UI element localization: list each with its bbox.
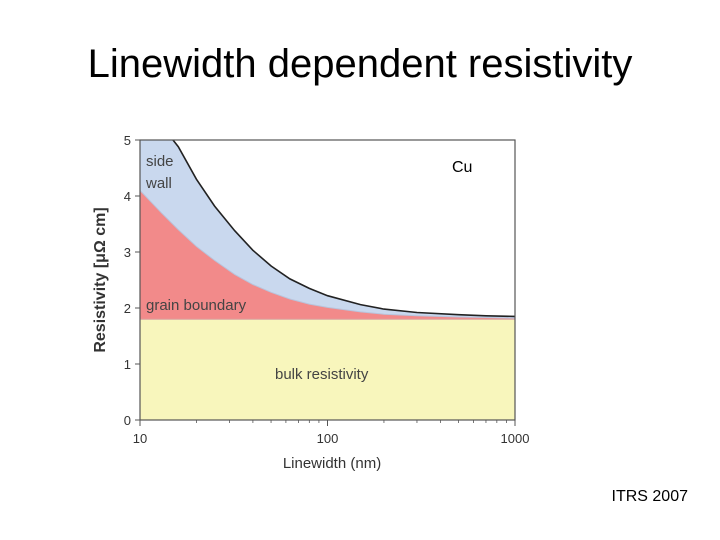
x-tick-label: 100 <box>317 431 339 446</box>
resistivity-chart: 0 1 2 3 4 5 10 100 1000 side wall grain boundary bul… <box>80 118 550 488</box>
y-tick-label: 4 <box>124 189 131 204</box>
y-tick-label: 5 <box>124 133 131 148</box>
side-wall-label-line1: side <box>146 153 174 170</box>
y-tick-label: 1 <box>124 357 131 372</box>
x-tick-label: 1000 <box>501 431 530 446</box>
slide-title: Linewidth dependent resistivity <box>87 42 633 86</box>
y-axis-label: Resistivity [μΩ cm] <box>92 207 109 352</box>
bulk-resistivity-region <box>140 319 515 420</box>
side-wall-label-line2: wall <box>145 175 172 192</box>
annotation-cu: Cu <box>452 159 472 176</box>
y-tick-label: 2 <box>124 301 131 316</box>
x-tick-label: 10 <box>133 431 147 446</box>
source-citation: ITRS 2007 <box>611 488 688 505</box>
x-axis-label: Linewidth (nm) <box>283 455 381 472</box>
y-tick-label: 0 <box>124 413 131 428</box>
y-tick-label: 3 <box>124 245 131 260</box>
grain-boundary-curve <box>140 190 515 319</box>
grain-boundary-label: grain boundary <box>146 297 247 314</box>
bulk-resistivity-label: bulk resistivity <box>275 366 369 383</box>
side-wall-curve <box>171 140 515 318</box>
